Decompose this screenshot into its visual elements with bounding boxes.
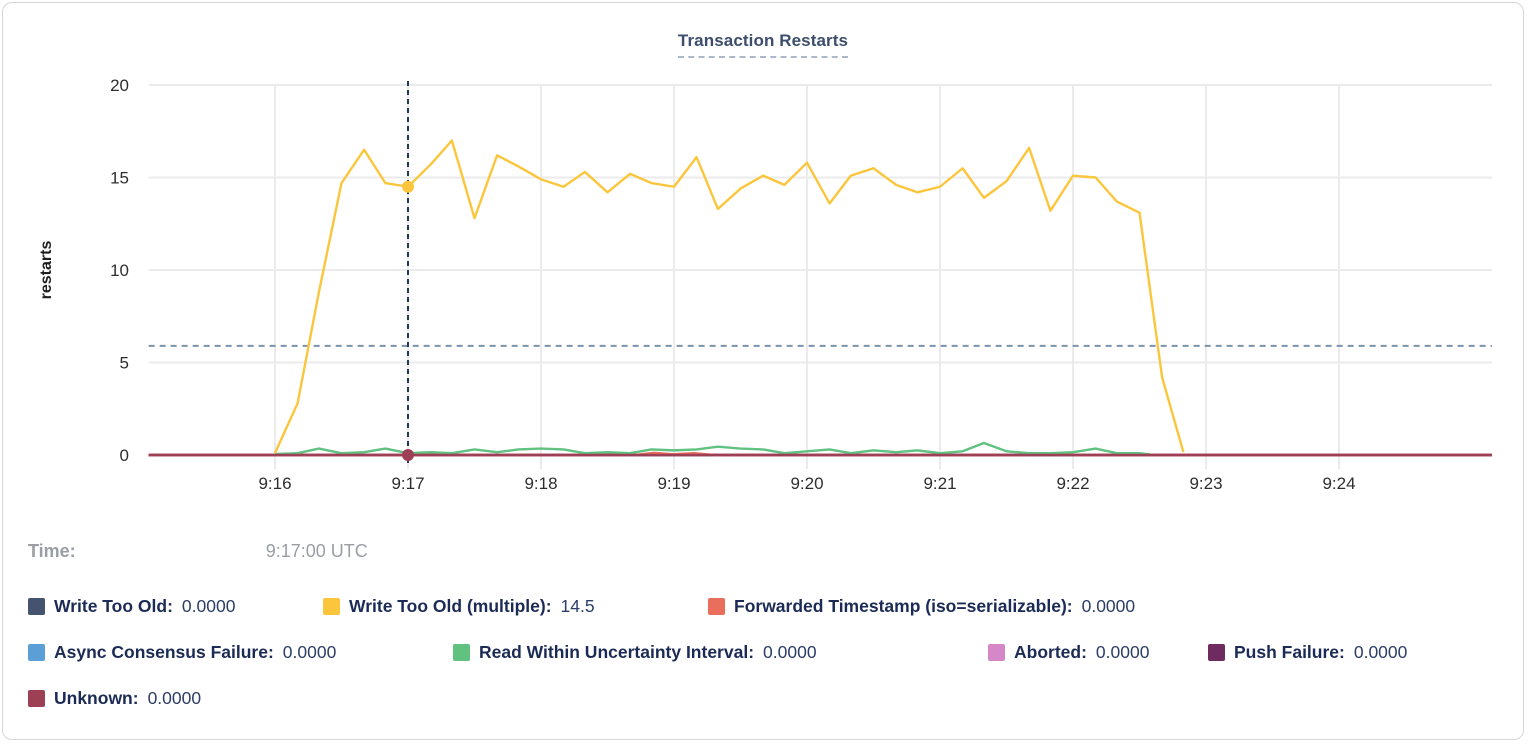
crosshair-dot (402, 449, 414, 461)
y-axis-label: restarts (38, 241, 55, 300)
chart-title-wrap: Transaction Restarts (3, 31, 1523, 58)
legend-color-swatch (708, 597, 725, 615)
x-tick-label: 9:20 (790, 474, 823, 493)
legend-item-forwarded-timestamp-iso-serializable-[interactable]: Forwarded Timestamp (iso=serializable): 0… (708, 596, 1135, 617)
y-tick-label: 10 (110, 261, 129, 280)
legend-series-label: Read Within Uncertainty Interval: (479, 641, 755, 662)
legend-item-write-too-old[interactable]: Write Too Old: 0.0000 (28, 596, 323, 617)
legend-series-value: 0.0000 (1081, 595, 1136, 616)
legend-color-swatch (28, 689, 45, 707)
legend-series-label: Forwarded Timestamp (iso=serializable): (734, 595, 1073, 616)
legend-item-read-within-uncertainty-interval[interactable]: Read Within Uncertainty Interval: 0.0000 (453, 642, 988, 663)
x-tick-label: 9:24 (1322, 474, 1355, 493)
legend-series-value: 0.0000 (282, 641, 337, 662)
legend-series-value: 0.0000 (181, 595, 236, 616)
chart-legend: Write Too Old: 0.0000 Write Too Old (multi… (28, 595, 1508, 709)
x-tick-label: 9:16 (258, 474, 291, 493)
crosshair-dot (402, 180, 414, 193)
legend-item-aborted[interactable]: Aborted: 0.0000 (988, 642, 1208, 663)
legend-color-swatch (453, 643, 470, 661)
legend-series-label: Write Too Old: (54, 595, 173, 616)
x-tick-label: 9:23 (1189, 474, 1222, 493)
series-line-read-within-uncertainty-interval (274, 441, 1151, 456)
legend-row: Write Too Old: 0.0000 Write Too Old (multi… (28, 595, 1508, 617)
legend-row: Async Consensus Failure: 0.0000 Read Withi… (28, 641, 1508, 663)
legend-color-swatch (323, 597, 340, 615)
legend-item-push-failure[interactable]: Push Failure: 0.0000 (1208, 642, 1407, 663)
time-label: Time: (28, 541, 76, 561)
y-tick-label: 0 (120, 446, 129, 465)
legend-item-async-consensus-failure[interactable]: Async Consensus Failure: 0.0000 (28, 642, 453, 663)
legend-color-swatch (1208, 643, 1225, 661)
time-row: Time: 9:17:00 UTC (28, 541, 1508, 562)
transaction-restarts-chart[interactable]: 0 5 10 15 20 9:16 9:17 9:18 9:19 9:20 9:21 9:22 9:23… (3, 3, 1524, 513)
legend-color-swatch (988, 643, 1005, 661)
legend-series-value: 0.0000 (763, 641, 817, 662)
legend-series-label: Aborted: (1014, 641, 1087, 662)
chart-title[interactable]: Transaction Restarts (677, 31, 849, 58)
x-tick-label: 9:17 (391, 474, 424, 493)
legend-series-value: 0.0000 (1095, 641, 1150, 662)
series-line-write-too-old-multiple- (273, 139, 1185, 454)
y-tick-label: 5 (120, 354, 129, 373)
legend-item-write-too-old-multiple-[interactable]: Write Too Old (multiple): 14.5 (323, 596, 708, 617)
y-tick-label: 15 (110, 169, 129, 188)
legend-series-label: Push Failure: (1234, 641, 1345, 662)
chart-hover-readout: Time: 9:17:00 UTC Write Too Old: 0.0000 Wr… (28, 541, 1508, 733)
legend-series-label: Write Too Old (multiple): (349, 595, 552, 616)
legend-series-value: 14.5 (560, 595, 595, 616)
legend-item-unknown[interactable]: Unknown: 0.0000 (28, 688, 201, 709)
legend-series-value: 0.0000 (147, 687, 202, 708)
legend-row: Unknown: 0.0000 (28, 687, 1508, 709)
y-tick-label: 20 (110, 76, 129, 95)
legend-series-label: Async Consensus Failure: (54, 641, 274, 662)
legend-color-swatch (28, 643, 45, 661)
x-tick-label: 9:19 (657, 474, 690, 493)
x-tick-label: 9:21 (923, 474, 956, 493)
legend-color-swatch (28, 597, 45, 615)
x-tick-label: 9:22 (1056, 474, 1089, 493)
x-tick-label: 9:18 (524, 474, 557, 493)
time-value: 9:17:00 UTC (265, 541, 368, 561)
legend-series-label: Unknown: (54, 687, 139, 708)
legend-series-value: 0.0000 (1353, 641, 1408, 662)
